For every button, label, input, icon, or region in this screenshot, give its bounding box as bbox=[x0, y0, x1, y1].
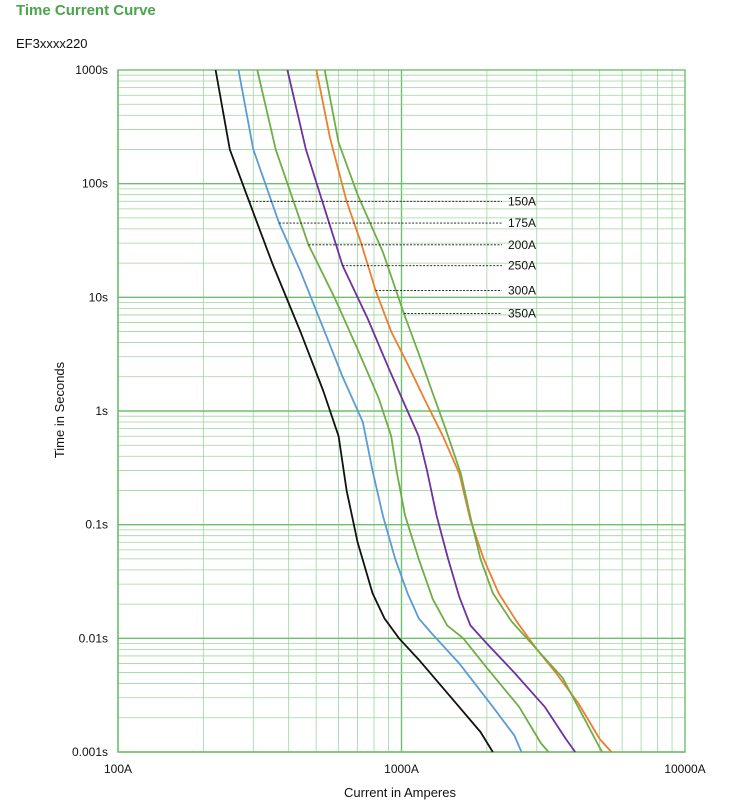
series-line-150A bbox=[214, 69, 494, 753]
series-label-200A: 200A bbox=[508, 238, 536, 252]
series-lines bbox=[214, 69, 613, 753]
chart-subtitle: EF3xxxx220 bbox=[16, 36, 88, 51]
series-label-250A: 250A bbox=[508, 259, 536, 273]
plot-frame bbox=[117, 69, 686, 753]
series-label-350A: 350A bbox=[508, 307, 536, 321]
chart-title: Time Current Curve bbox=[16, 2, 156, 19]
series-labels: 150A 175A 200A 250A 300A 350A bbox=[249, 194, 536, 321]
series-line-200A bbox=[256, 69, 550, 753]
y-tick-label: 0.1s bbox=[85, 518, 108, 532]
series-label-300A: 300A bbox=[508, 283, 536, 297]
x-tick-label: 10000A bbox=[664, 762, 705, 776]
series-line-300A bbox=[315, 69, 613, 753]
x-tick-label: 100A bbox=[104, 762, 132, 776]
y-tick-label: 10s bbox=[89, 290, 108, 304]
series-label-175A: 175A bbox=[508, 216, 536, 230]
series-line-175A bbox=[237, 69, 523, 753]
tick-labels: 1000s 100s 10s 1s 0.1s 0.01s 0.001s 100A 1000A 10… bbox=[72, 63, 706, 776]
series-label-150A: 150A bbox=[508, 194, 536, 208]
y-tick-label: 1s bbox=[95, 404, 108, 418]
grid bbox=[117, 69, 686, 753]
x-tick-label: 1000A bbox=[384, 762, 419, 776]
y-tick-label: 0.001s bbox=[72, 745, 108, 759]
series-line-350A bbox=[323, 69, 603, 753]
y-tick-label: 100s bbox=[82, 177, 108, 191]
y-tick-label: 0.01s bbox=[79, 631, 108, 645]
x-axis-label: Current in Amperes bbox=[344, 785, 456, 800]
y-axis-label: Time in Seconds bbox=[52, 361, 67, 458]
series-line-250A bbox=[286, 69, 576, 753]
y-tick-label: 1000s bbox=[75, 63, 108, 77]
